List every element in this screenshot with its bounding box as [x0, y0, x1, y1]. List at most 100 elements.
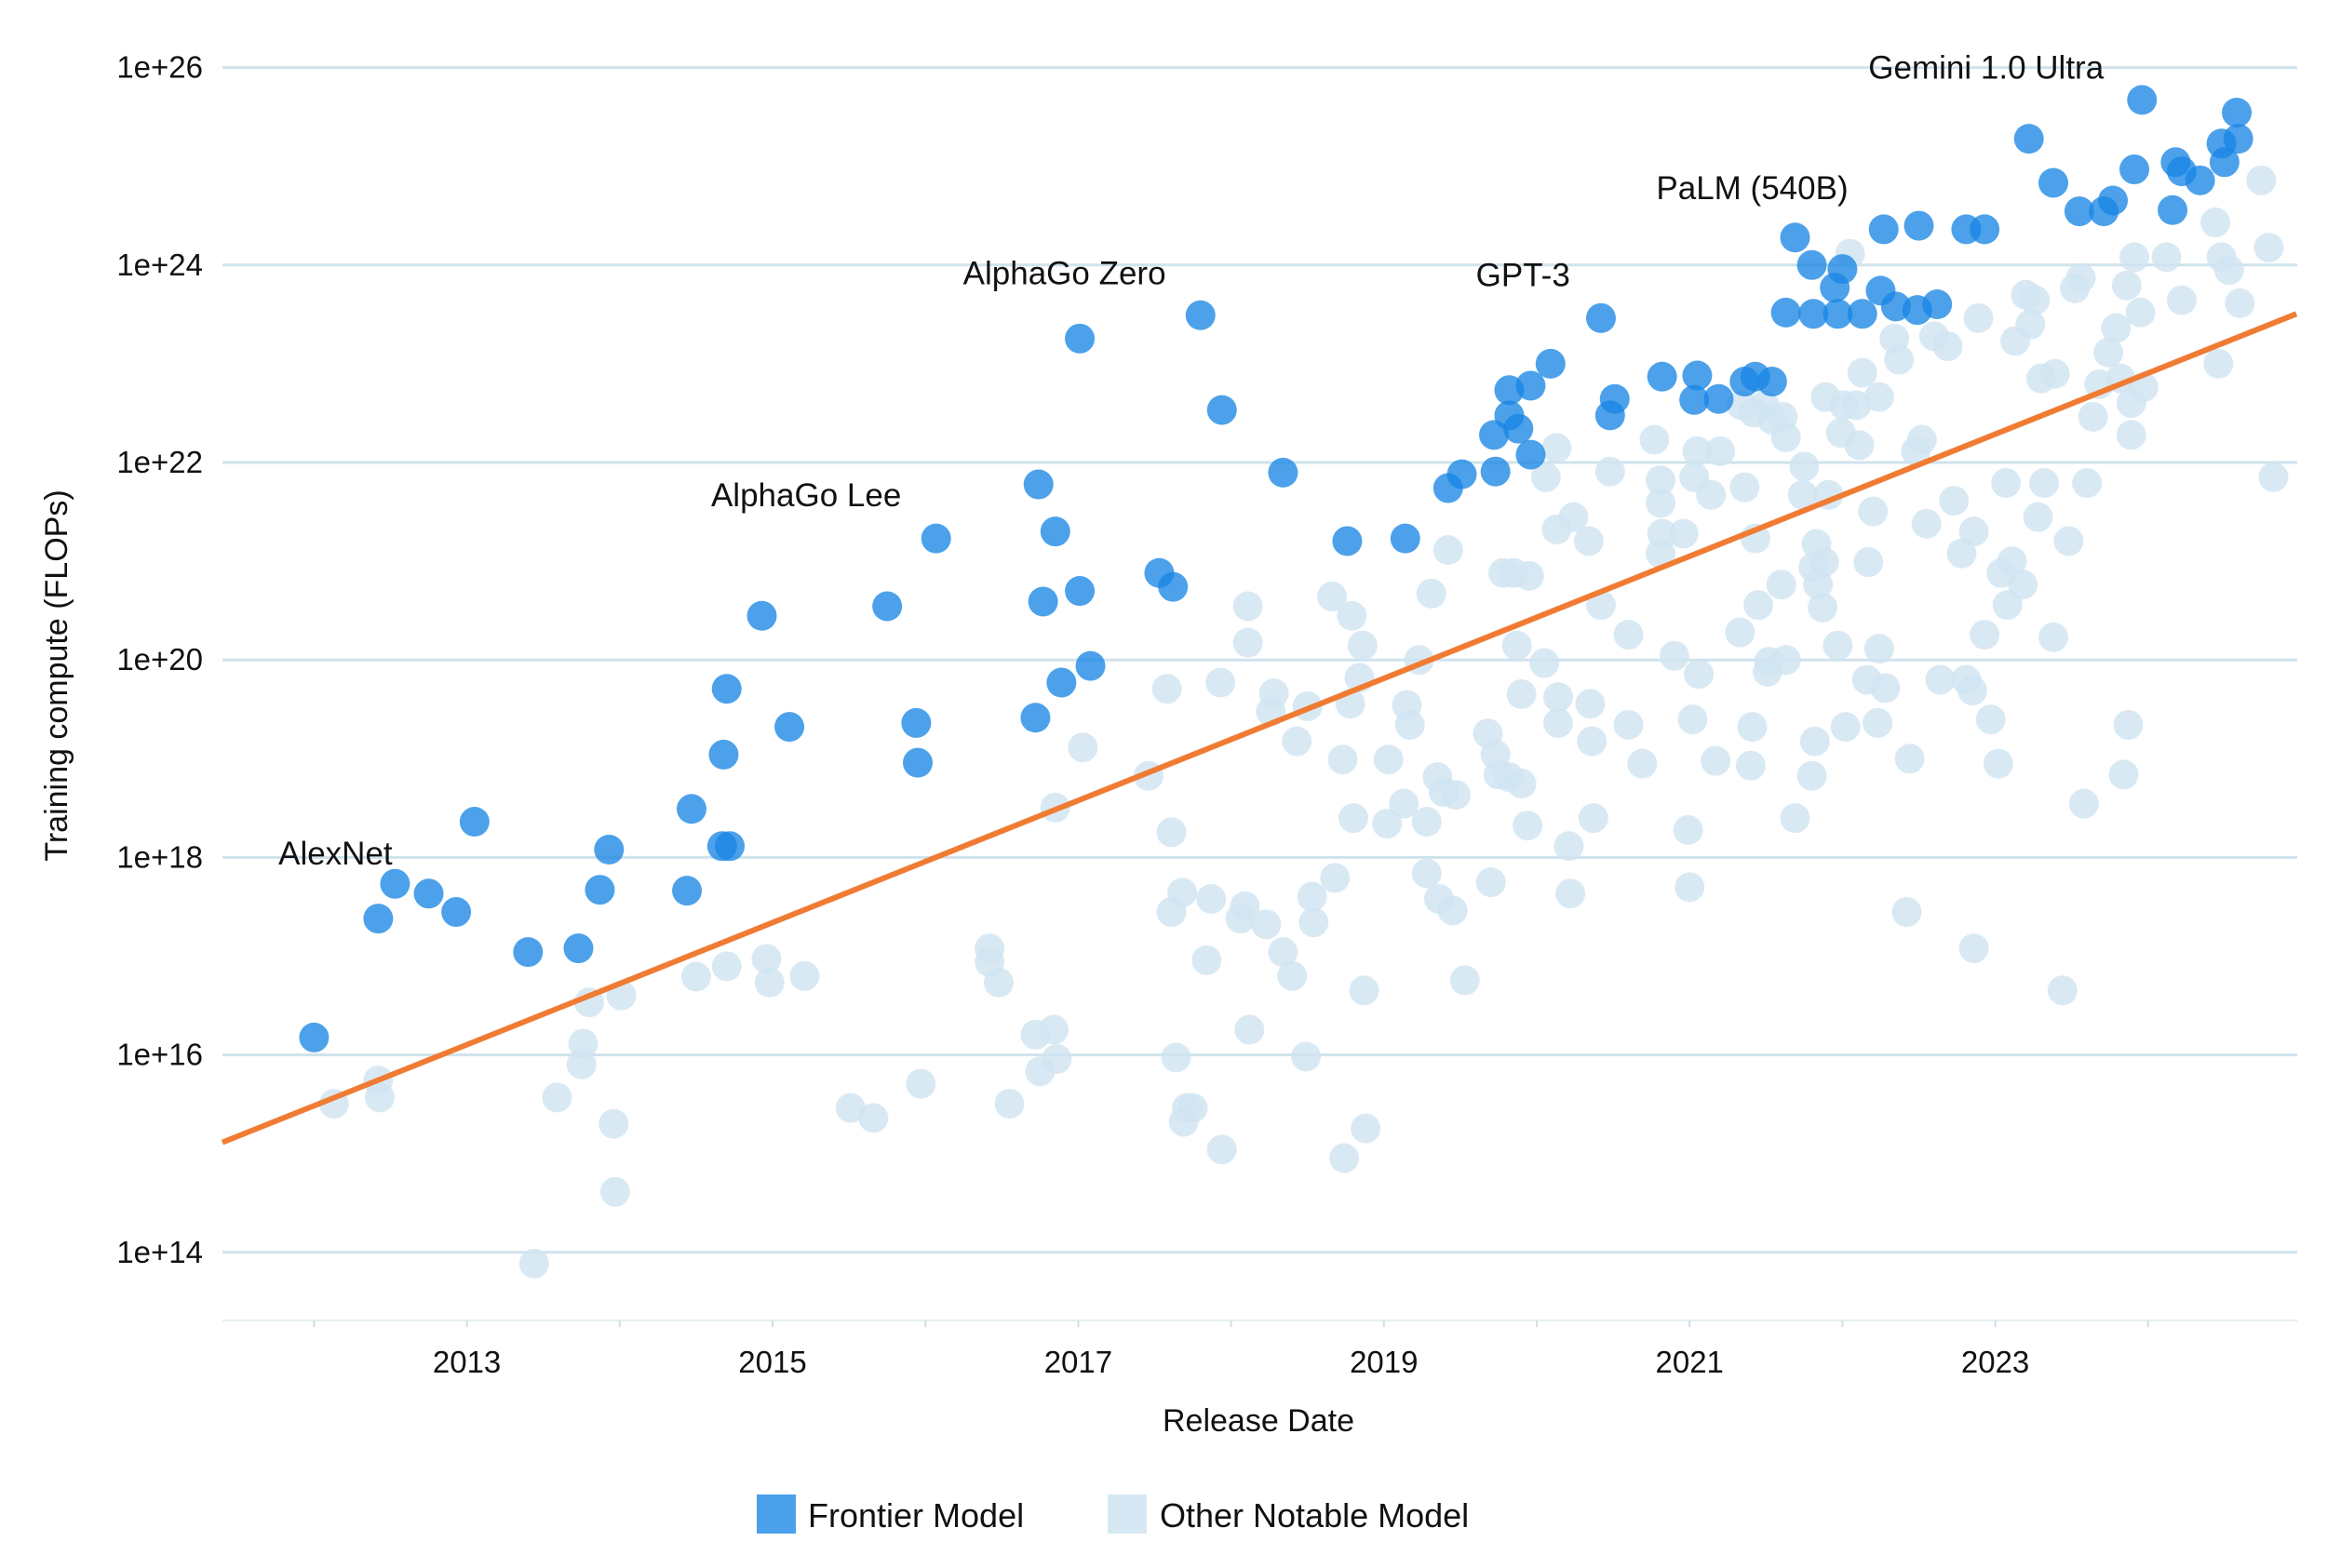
- other-model-point: [1337, 600, 1367, 631]
- other-model-point: [1946, 538, 1977, 569]
- other-model-point: [2053, 526, 2084, 556]
- frontier-model-point: [901, 707, 932, 738]
- frontier-model-point: [2098, 185, 2129, 216]
- other-model-point: [365, 1082, 396, 1113]
- other-model-point: [1338, 803, 1368, 834]
- other-model-point: [1513, 811, 1543, 841]
- other-model-point: [1039, 1014, 1069, 1045]
- other-model-point: [1991, 468, 2022, 499]
- other-model-point: [2020, 285, 2051, 315]
- other-model-point: [2023, 502, 2053, 532]
- other-model-point: [1530, 462, 1561, 492]
- other-model-point: [1196, 883, 1227, 914]
- frontier-model-point: [563, 933, 594, 964]
- x-axis: 2013 2015 2017 2019 2021 2023: [222, 1320, 2297, 1379]
- other-model-point: [2119, 242, 2150, 273]
- other-model-point: [1411, 858, 1442, 889]
- other-model-point: [1161, 1042, 1191, 1073]
- other-model-point: [1433, 535, 1463, 566]
- annotations: AlexNet AlphaGo Lee AlphaGo Zero GPT-3 PaLM …: [278, 50, 2105, 872]
- frontier-model-point: [1332, 526, 1363, 556]
- x-tick-label: 2013: [433, 1345, 501, 1379]
- frontier-model-point: [2222, 97, 2253, 127]
- legend-swatch-other: [1108, 1494, 1147, 1534]
- other-model-point: [2253, 233, 2284, 263]
- other-model-point: [1808, 592, 1838, 623]
- frontier-model-point: [2064, 196, 2094, 227]
- other-model-point: [1789, 451, 1820, 482]
- other-model-point: [2065, 262, 2096, 293]
- other-model-point: [1735, 750, 1766, 781]
- frontier-model-point: [2038, 168, 2068, 198]
- other-model-point: [2101, 313, 2132, 343]
- other-model-point: [1291, 1041, 1322, 1072]
- other-model-point: [1232, 591, 1263, 622]
- frontier-model-point: [1585, 302, 1616, 333]
- other-model-point: [2039, 358, 2070, 389]
- other-model-point: [1844, 430, 1875, 461]
- frontier-model-point: [1796, 249, 1827, 280]
- other-model-point: [1863, 382, 1894, 412]
- other-model-point: [751, 944, 782, 974]
- other-model-point: [2125, 297, 2156, 328]
- other-model-point: [1327, 744, 1358, 775]
- other-model-point: [1796, 760, 1827, 791]
- other-model-point: [1389, 788, 1419, 819]
- frontier-model-point: [1028, 586, 1058, 617]
- frontier-model-point: [1065, 323, 1096, 354]
- other-model-point: [1884, 344, 1915, 375]
- other-model-point: [2108, 759, 2139, 790]
- other-model-point: [994, 1089, 1025, 1119]
- other-model-point: [1578, 803, 1608, 834]
- other-model-point: [1743, 590, 1774, 621]
- other-model-point: [1575, 689, 1606, 719]
- other-model-point: [835, 1092, 866, 1123]
- x-tick-label: 2023: [1961, 1345, 2029, 1379]
- other-model-point: [1858, 496, 1889, 527]
- other-model-point: [1684, 659, 1715, 690]
- frontier-model-point: [1780, 222, 1810, 253]
- other-model-point: [2213, 255, 2244, 286]
- y-tick-label: 1e+24: [116, 248, 203, 282]
- other-model-point: [711, 951, 742, 982]
- y-axis-ticks: 1e+14 1e+16 1e+18 1e+20 1e+22 1e+24 1e+26: [116, 50, 203, 1269]
- annotation-label: PaLM (540B): [1656, 170, 1848, 207]
- other-model-point: [1729, 472, 1760, 503]
- frontier-model-point: [2158, 194, 2188, 225]
- other-model-point: [2072, 468, 2103, 499]
- other-model-point: [1440, 780, 1471, 811]
- other-model-point: [1863, 634, 1894, 664]
- other-model-point: [1542, 682, 1573, 713]
- other-model-point: [2151, 242, 2182, 273]
- other-model-point: [1577, 726, 1607, 757]
- other-model-point: [1627, 748, 1658, 779]
- other-model-point: [2166, 285, 2197, 315]
- other-model-point: [2258, 462, 2289, 492]
- frontier-model-point: [1647, 361, 1677, 392]
- other-model-point: [1206, 1134, 1237, 1165]
- other-model-point: [1847, 357, 1877, 388]
- frontier-model-point: [594, 834, 625, 864]
- other-model-point: [1151, 674, 1182, 704]
- y-tick-label: 1e+22: [116, 445, 203, 479]
- annotation-label: AlphaGo Zero: [963, 255, 1166, 291]
- frontier-model-point: [1682, 360, 1713, 391]
- other-model-point: [1320, 863, 1351, 893]
- other-model-point: [1506, 678, 1537, 709]
- other-model-point: [1349, 975, 1379, 1006]
- annotation-label: GPT-3: [1476, 258, 1570, 294]
- frontier-model-points: [299, 85, 2253, 1052]
- other-model-point: [1167, 878, 1198, 908]
- other-model-point: [1639, 424, 1670, 455]
- legend-swatch-frontier: [757, 1494, 796, 1534]
- other-model-point: [1725, 617, 1755, 648]
- other-model-point: [599, 1108, 629, 1139]
- other-model-point: [1809, 547, 1839, 578]
- y-tick-label: 1e+16: [116, 1038, 203, 1072]
- legend: Frontier Model Other Notable Model: [757, 1494, 1469, 1534]
- other-model-point: [1513, 560, 1544, 591]
- other-model-point: [1068, 732, 1098, 763]
- other-model-point: [1251, 909, 1282, 940]
- other-model-point: [1766, 570, 1796, 600]
- other-model-point: [1925, 664, 1956, 695]
